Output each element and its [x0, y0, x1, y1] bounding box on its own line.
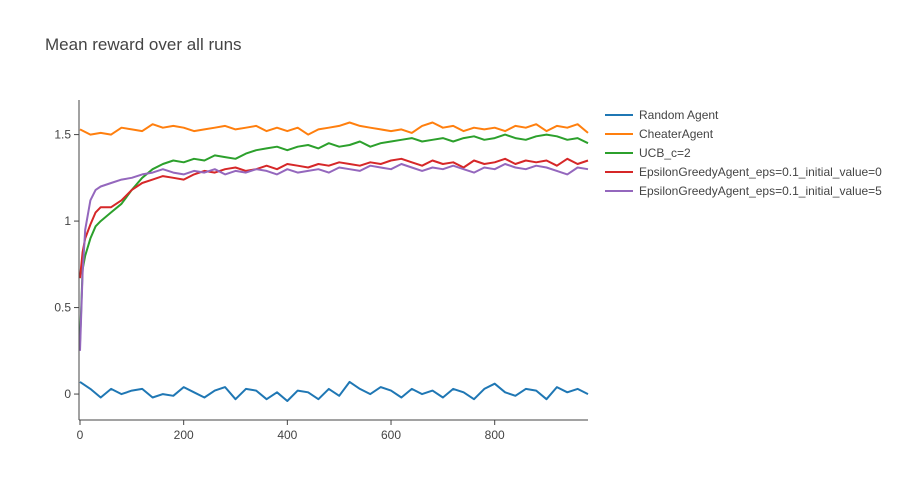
series-line-3	[79, 157, 589, 279]
legend-item[interactable]: EpsilonGreedyAgent_eps=0.1_initial_value…	[605, 184, 882, 198]
series-line-0	[79, 380, 589, 402]
series-line-4	[79, 163, 589, 351]
y-axis-ticks: 0 0.5 1 1.5	[54, 128, 79, 401]
legend[interactable]: Random Agent CheaterAgent UCB_c=2 EpsilonGr…	[605, 108, 882, 198]
y-tick-label: 0.5	[54, 301, 71, 315]
chart-title: Mean reward over all runs	[45, 35, 242, 54]
axes	[78, 100, 588, 421]
legend-label: EpsilonGreedyAgent_eps=0.1_initial_value…	[639, 184, 882, 198]
series-line-1	[79, 121, 589, 136]
x-axis-ticks: 0 200 400 600 800	[77, 420, 505, 442]
y-tick-label: 0	[64, 387, 71, 401]
legend-item[interactable]: CheaterAgent	[605, 127, 714, 141]
legend-label: CheaterAgent	[639, 127, 714, 141]
y-tick-label: 1	[64, 214, 71, 228]
x-tick-label: 600	[381, 428, 401, 442]
legend-item[interactable]: UCB_c=2	[605, 146, 691, 160]
legend-label: EpsilonGreedyAgent_eps=0.1_initial_value…	[639, 165, 882, 179]
legend-label: Random Agent	[639, 108, 719, 122]
legend-item[interactable]: EpsilonGreedyAgent_eps=0.1_initial_value…	[605, 165, 882, 179]
x-tick-label: 400	[277, 428, 297, 442]
plot-area	[79, 121, 589, 402]
x-tick-label: 800	[485, 428, 505, 442]
series-line-2	[79, 133, 589, 343]
x-tick-label: 200	[174, 428, 194, 442]
legend-label: UCB_c=2	[639, 146, 691, 160]
x-tick-label: 0	[77, 428, 84, 442]
y-tick-label: 1.5	[54, 128, 71, 142]
legend-item[interactable]: Random Agent	[605, 108, 719, 122]
